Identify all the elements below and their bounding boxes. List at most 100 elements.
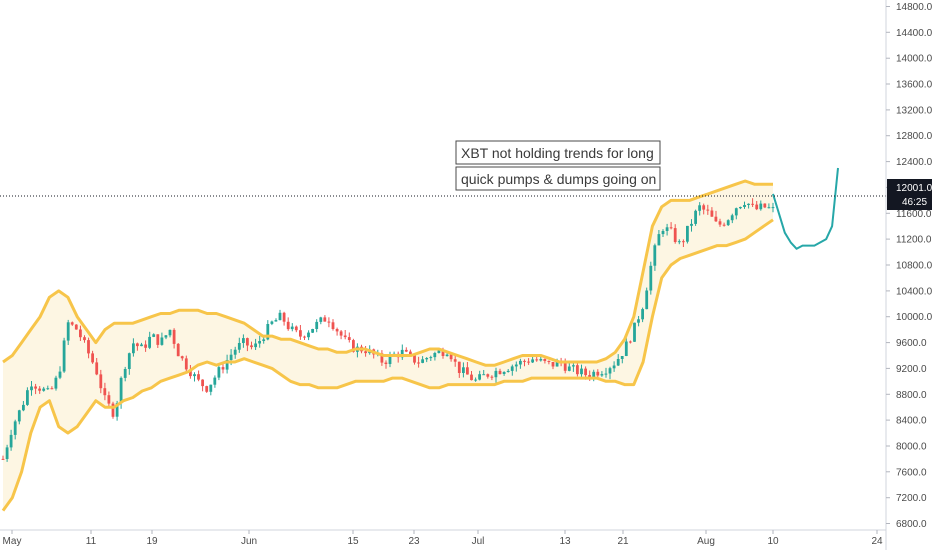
- y-tick-label: 10400.0: [896, 286, 932, 297]
- y-tick-label: 12800.0: [896, 131, 932, 142]
- candle-body: [164, 335, 168, 338]
- candle-body: [710, 210, 714, 217]
- candle-body: [665, 227, 669, 231]
- candle-body: [645, 290, 649, 310]
- candle-body: [352, 340, 355, 352]
- candle-body: [258, 341, 261, 344]
- candle-body: [441, 350, 445, 356]
- candle-body: [229, 354, 233, 360]
- candle-body: [624, 341, 628, 356]
- candle-body: [111, 403, 115, 417]
- candle-body: [127, 353, 131, 369]
- candle-body: [413, 354, 416, 363]
- y-tick-label: 9200.0: [896, 364, 927, 375]
- x-tick-label: Jul: [472, 536, 485, 547]
- annotation-text-2: quick pumps & dumps going on: [461, 171, 656, 187]
- candle-body: [457, 361, 461, 373]
- candle-body: [445, 354, 449, 357]
- candle-body: [616, 359, 620, 366]
- candle-body: [107, 395, 111, 404]
- x-tick-label: 15: [347, 536, 359, 547]
- candle-body: [470, 374, 473, 381]
- y-tick-label: 9600.0: [896, 338, 927, 349]
- candle-body: [254, 343, 257, 348]
- candle-body: [514, 364, 518, 367]
- candle-body: [144, 344, 147, 348]
- candle-body: [502, 372, 506, 374]
- candle-body: [50, 388, 54, 390]
- candle-body: [535, 359, 539, 361]
- candle-body: [555, 360, 559, 367]
- candle-body: [303, 336, 306, 338]
- candle-body: [1, 458, 5, 460]
- candle-body: [74, 324, 78, 330]
- candle-body: [641, 309, 644, 320]
- candle-body: [714, 216, 718, 222]
- candle-body: [315, 321, 319, 329]
- candle-body: [221, 367, 225, 370]
- candle-body: [596, 371, 600, 376]
- candle-body: [404, 349, 408, 352]
- candle-body: [331, 322, 335, 329]
- candle-body: [449, 354, 453, 360]
- candle-body: [763, 203, 767, 208]
- candle-body: [755, 204, 759, 210]
- candle-body: [5, 447, 9, 459]
- candle-body: [13, 421, 17, 435]
- y-tick-label: 13600.0: [896, 80, 932, 91]
- candle-body: [193, 374, 196, 377]
- candle-body: [657, 234, 661, 246]
- candle-body: [771, 207, 775, 209]
- candle-body: [347, 337, 351, 340]
- candle-body: [478, 374, 481, 380]
- candle-body: [620, 356, 624, 359]
- candle-body: [119, 377, 123, 404]
- x-tick-label: Jun: [241, 536, 257, 547]
- candle-body: [474, 379, 477, 381]
- candle-body: [588, 375, 591, 378]
- candle-body: [197, 374, 200, 380]
- candle-body: [730, 215, 734, 221]
- candle-body: [726, 220, 730, 226]
- candle-body: [380, 353, 384, 363]
- candle-body: [482, 374, 486, 376]
- candle-body: [262, 339, 266, 341]
- candle-body: [453, 359, 457, 362]
- y-tick-label: 8400.0: [896, 416, 927, 427]
- candle-body: [677, 241, 681, 243]
- candle-body: [433, 353, 437, 358]
- candle-body: [103, 388, 107, 396]
- candle-body: [327, 321, 331, 323]
- candle-body: [673, 228, 677, 242]
- candle-body: [343, 335, 347, 338]
- annotation-text-1: XBT not holding trends for long: [461, 145, 654, 161]
- candle-body: [172, 329, 176, 344]
- candle-body: [751, 203, 754, 205]
- candle-body: [286, 321, 290, 330]
- candle-body: [38, 388, 41, 391]
- candle-body: [437, 350, 441, 353]
- candle-body: [425, 358, 429, 360]
- candle-body: [608, 368, 612, 374]
- y-tick-label: 10000.0: [896, 312, 932, 323]
- candle-body: [718, 221, 722, 225]
- projection-line: [772, 167, 839, 250]
- candle-body: [225, 360, 229, 370]
- candle-body: [66, 322, 70, 341]
- y-tick-label: 10800.0: [896, 261, 932, 272]
- candle-body: [510, 366, 514, 371]
- candle-body: [274, 320, 278, 322]
- candle-body: [612, 365, 616, 369]
- candle-body: [140, 344, 143, 347]
- candle-body: [22, 404, 25, 411]
- candle-body: [576, 365, 579, 375]
- candle-body: [148, 336, 151, 348]
- candle-body: [686, 225, 689, 242]
- candle-body: [115, 403, 119, 417]
- candle-body: [759, 203, 763, 210]
- candle-body: [99, 374, 103, 389]
- candle-body: [270, 321, 274, 324]
- candle-body: [388, 354, 392, 364]
- candle-body: [34, 386, 37, 389]
- candle-body: [384, 362, 388, 364]
